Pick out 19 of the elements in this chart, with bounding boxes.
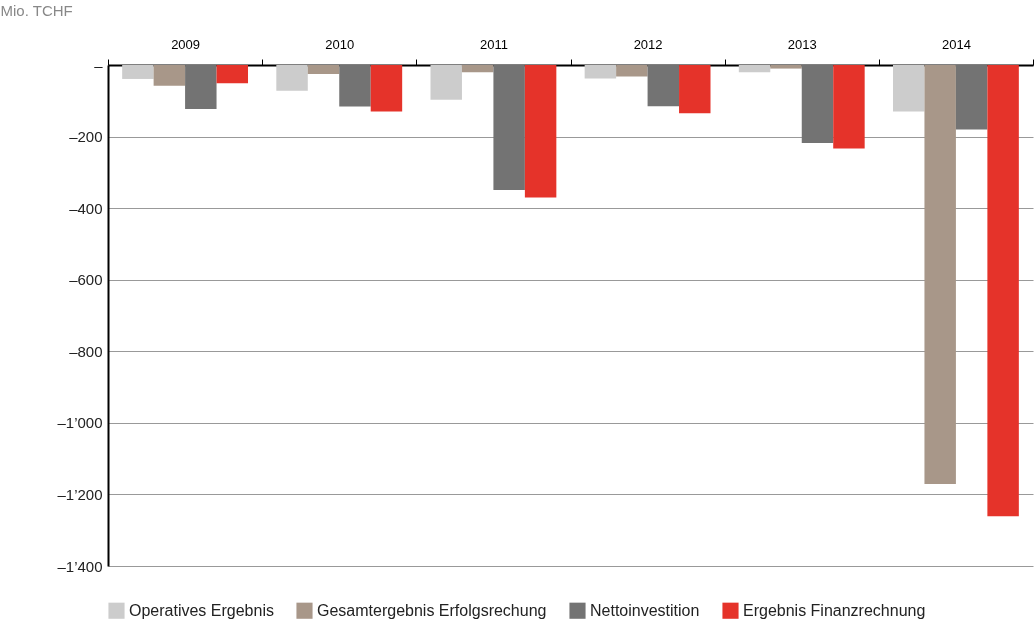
x-tick-label: 2013 — [787, 36, 817, 52]
y-axis-title: Mio. TCHF — [0, 1, 73, 19]
y-tick-label: –1’400 — [57, 557, 103, 575]
x-tick-label: 2010 — [325, 36, 355, 52]
y-tick-label: –1’200 — [57, 485, 103, 503]
y-tick-label: –400 — [69, 199, 103, 217]
y-tick-label: –200 — [69, 128, 103, 146]
y-tick-label: –600 — [69, 271, 103, 289]
x-tick-label: 2009 — [171, 36, 201, 52]
x-tick-label: 2011 — [479, 36, 508, 52]
x-tick-label: 2014 — [941, 36, 971, 52]
legend-label: Gesamtergebnis Erfolgsrechung — [317, 601, 547, 619]
x-tick-label: 2012 — [633, 36, 663, 52]
y-tick-label: – — [94, 56, 104, 74]
legend-label: Nettoinvestition — [590, 601, 700, 619]
legend-label: Operatives Ergebnis — [129, 601, 274, 619]
y-tick-label: –1’000 — [57, 414, 103, 432]
y-tick-label: –800 — [69, 342, 103, 360]
legend-label: Ergebnis Finanzrechnung — [743, 601, 926, 619]
